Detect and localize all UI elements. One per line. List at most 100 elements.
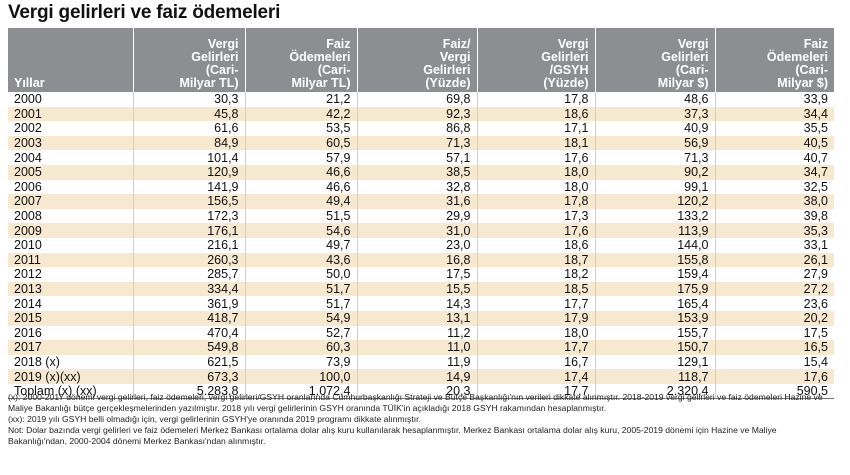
value-cell: 23,6 xyxy=(714,296,834,311)
value-cell: 18,2 xyxy=(476,267,595,282)
value-cell: 18,1 xyxy=(476,135,595,151)
column-header: Faiz Ödemeleri (Cari- Milyar $) xyxy=(714,28,834,92)
value-cell: 621,5 xyxy=(132,354,245,370)
value-cell: 17,7 xyxy=(476,296,595,311)
value-cell: 285,7 xyxy=(132,267,245,282)
value-cell: 86,8 xyxy=(356,121,477,136)
footnote: Not: Dolar bazında vergi gelirleri ve fa… xyxy=(8,425,777,446)
value-cell: 260,3 xyxy=(132,252,245,268)
value-cell: 21,2 xyxy=(244,92,357,107)
column-header: Vergi Gelirleri (Cari- Milyar TL) xyxy=(132,28,245,92)
value-cell: 18,0 xyxy=(476,164,595,180)
value-cell: 31,6 xyxy=(356,194,477,209)
table-row: 2003 84,9 60,5 71,3 18,1 56,9 40,5 xyxy=(8,135,834,151)
value-cell: 71,3 xyxy=(356,135,477,151)
value-cell: 33,9 xyxy=(714,92,834,107)
value-cell: 20,3 xyxy=(356,383,477,400)
value-cell: 1.072,4 xyxy=(244,383,357,400)
column-header: Vergi Gelirleri /GSYH (Yüzde) xyxy=(476,28,595,92)
value-cell: 57,9 xyxy=(244,150,357,165)
year-cell: 2009 xyxy=(8,223,133,238)
year-cell: 2007 xyxy=(8,194,133,209)
value-cell: 172,3 xyxy=(132,208,245,224)
value-cell: 470,4 xyxy=(132,325,245,341)
value-cell: 35,3 xyxy=(714,223,834,238)
year-cell: 2015 xyxy=(8,310,133,326)
year-cell: 2017 xyxy=(8,340,133,355)
table-row: 2001 45,8 42,2 92,3 18,6 37,3 34,4 xyxy=(8,106,834,122)
column-header: Yıllar xyxy=(8,28,133,92)
footnote: (x): 2000-2017 dönemi vergi gelirleri, f… xyxy=(8,392,823,413)
value-cell: 27,9 xyxy=(714,267,834,282)
value-cell: 155,7 xyxy=(594,325,715,341)
value-cell: 32,5 xyxy=(714,179,834,195)
value-cell: 13,1 xyxy=(356,310,477,326)
value-cell: 120,9 xyxy=(132,164,245,180)
value-cell: 35,5 xyxy=(714,121,834,136)
value-cell: 101,4 xyxy=(132,150,245,165)
table-row: Toplam (x) (xx) 5.283,8 1.072,4 20,3 17,7 2.3… xyxy=(8,383,834,400)
value-cell: 26,1 xyxy=(714,252,834,268)
column-header: Faiz/ Vergi Gelirleri (Yüzde) xyxy=(356,28,477,92)
table-row: 2010 216,1 49,7 23,0 18,6 144,0 33,1 xyxy=(8,237,834,253)
year-cell: 2016 xyxy=(8,325,133,341)
value-cell: 175,9 xyxy=(594,281,715,297)
value-cell: 48,6 xyxy=(594,92,715,107)
value-cell: 155,8 xyxy=(594,252,715,268)
value-cell: 120,2 xyxy=(594,194,715,209)
value-cell: 17,6 xyxy=(714,369,834,384)
value-cell: 133,2 xyxy=(594,208,715,224)
value-cell: 14,3 xyxy=(356,296,477,311)
value-cell: 20,2 xyxy=(714,310,834,326)
value-cell: 418,7 xyxy=(132,310,245,326)
value-cell: 56,9 xyxy=(594,135,715,151)
year-cell: 2003 xyxy=(8,135,133,151)
value-cell: 38,0 xyxy=(714,194,834,209)
value-cell: 17,6 xyxy=(476,150,595,165)
table-row: 2017 549,8 60,3 11,0 17,7 150,7 16,5 xyxy=(8,340,834,355)
value-cell: 51,5 xyxy=(244,208,357,224)
value-cell: 18,0 xyxy=(476,179,595,195)
value-cell: 153,9 xyxy=(594,310,715,326)
value-cell: 549,8 xyxy=(132,340,245,355)
value-cell: 40,5 xyxy=(714,135,834,151)
table-row: 2011 260,3 43,6 16,8 18,7 155,8 26,1 xyxy=(8,252,834,268)
value-cell: 118,7 xyxy=(594,369,715,384)
value-cell: 18,0 xyxy=(476,325,595,341)
table-row: 2016 470,4 52,7 11,2 18,0 155,7 17,5 xyxy=(8,325,834,341)
value-cell: 60,3 xyxy=(244,340,357,355)
value-cell: 17,7 xyxy=(476,340,595,355)
value-cell: 17,7 xyxy=(476,383,595,400)
value-cell: 673,3 xyxy=(132,369,245,384)
value-cell: 31,0 xyxy=(356,223,477,238)
value-cell: 17,4 xyxy=(476,369,595,384)
value-cell: 40,7 xyxy=(714,150,834,165)
value-cell: 30,3 xyxy=(132,92,245,107)
value-cell: 60,5 xyxy=(244,135,357,151)
value-cell: 46,6 xyxy=(244,179,357,195)
value-cell: 52,7 xyxy=(244,325,357,341)
value-cell: 42,2 xyxy=(244,106,357,122)
value-cell: 45,8 xyxy=(132,106,245,122)
value-cell: 100,0 xyxy=(244,369,357,384)
value-cell: 40,9 xyxy=(594,121,715,136)
data-table: Yıllar Vergi Gelirleri (Cari- Milyar TL)… xyxy=(8,28,834,400)
year-cell: 2018 (x) xyxy=(8,354,133,370)
column-header: Vergi Gelirleri (Cari- Milyar $) xyxy=(594,28,715,92)
year-cell: 2011 xyxy=(8,252,133,268)
year-cell: 2012 xyxy=(8,267,133,282)
table-row: 2019 (x)(xx) 673,3 100,0 14,9 17,4 118,7 17,6 xyxy=(8,369,834,384)
value-cell: 2.320,4 xyxy=(594,383,715,400)
page-title: Vergi gelirleri ve faiz ödemeleri xyxy=(8,2,281,23)
value-cell: 84,9 xyxy=(132,135,245,151)
value-cell: 54,6 xyxy=(244,223,357,238)
value-cell: 17,9 xyxy=(476,310,595,326)
value-cell: 5.283,8 xyxy=(132,383,245,400)
year-cell: 2002 xyxy=(8,121,133,136)
year-cell: 2010 xyxy=(8,237,133,253)
value-cell: 14,9 xyxy=(356,369,477,384)
table-row: 2013 334,4 51,7 15,5 18,5 175,9 27,2 xyxy=(8,281,834,297)
value-cell: 37,3 xyxy=(594,106,715,122)
value-cell: 590,5 xyxy=(714,383,834,400)
